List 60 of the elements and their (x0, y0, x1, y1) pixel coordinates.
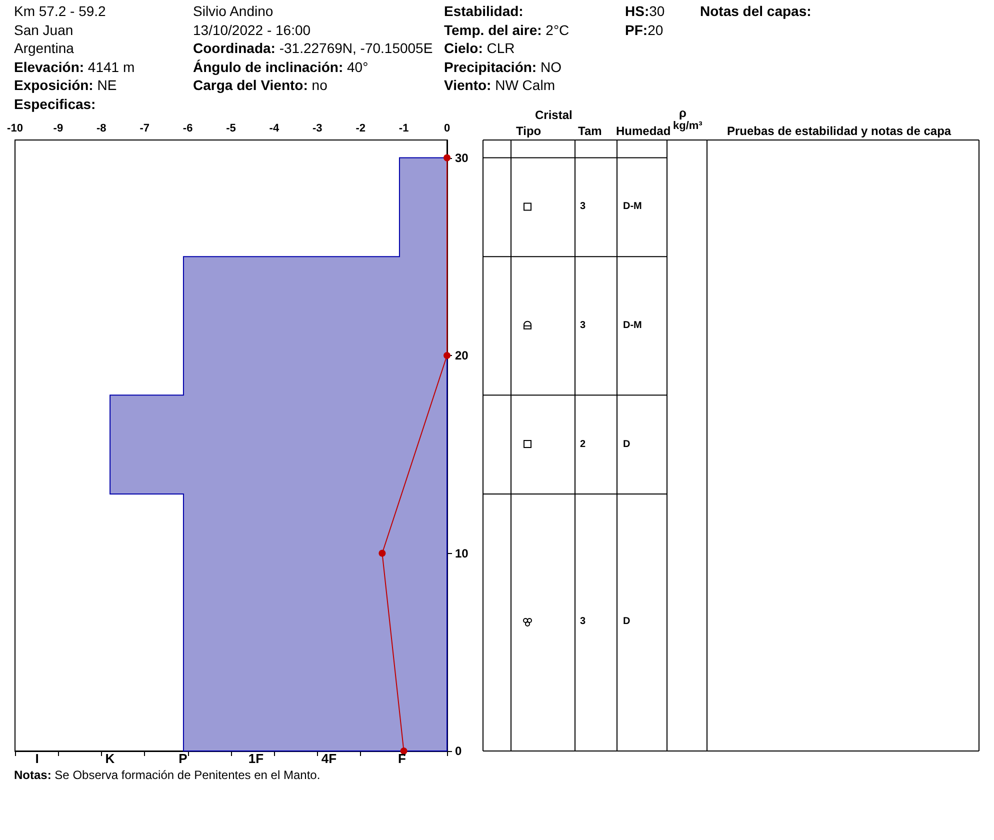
text: Especificas: (14, 96, 96, 112)
text: Estabilidad: (444, 3, 524, 19)
text: Cristal (535, 108, 572, 122)
x-tick-label: -9 (53, 122, 64, 134)
text: D-M (623, 201, 642, 212)
annotation: 4F (320, 751, 338, 766)
text: kg/m³ (673, 120, 702, 132)
text: Exposición: NE (14, 77, 117, 93)
annotation: P (178, 751, 188, 766)
point (444, 154, 450, 162)
text: Ángulo de inclinación: 40° (193, 58, 368, 74)
x-tick-label: -7 (140, 122, 150, 134)
text: D (623, 616, 630, 628)
annotation: K (104, 751, 116, 766)
text: 3 (580, 201, 586, 212)
text: Tipo (516, 124, 542, 138)
x-tick-label: -10 (7, 122, 23, 134)
x-tick-label: -3 (312, 122, 322, 134)
text: Argentina (14, 40, 74, 56)
x-tick-label: 0 (444, 122, 450, 134)
text: Humedad (616, 124, 671, 138)
x-tick-label: -5 (226, 122, 236, 134)
text: Elevación: 4141 m (14, 58, 135, 74)
text: 3 (580, 616, 586, 628)
point (400, 748, 408, 754)
text: 2 (580, 438, 586, 450)
text: 3 (580, 320, 586, 331)
text: Coordinada: -31.22769N, -70.15005E (193, 40, 433, 56)
text: D (623, 438, 630, 450)
text: D-M (623, 320, 642, 331)
text: 13/10/2022 - 16:00 (193, 22, 311, 38)
annotation: 1F (247, 751, 265, 766)
x-tick-label: -1 (398, 122, 409, 134)
text: Cielo: CLR (444, 40, 515, 56)
text: Notas: Se Observa formación de Penitentes en el Manto. (14, 768, 320, 782)
annotation: F (397, 751, 407, 766)
text: HS:30 (625, 3, 665, 19)
x-tick-label: -2 (356, 122, 366, 134)
text: ρ (679, 106, 686, 120)
text: San Juan (14, 22, 74, 38)
annotation: I (34, 751, 40, 766)
text: Tam (578, 124, 602, 138)
text: Notas del capas: (700, 3, 812, 19)
y-tick-label: 0 (455, 744, 462, 758)
text: Precipitación: NO (444, 58, 562, 74)
y-tick-label: 10 (455, 546, 469, 560)
x-tick-label: -6 (182, 122, 193, 134)
x-tick-label: -8 (96, 122, 106, 134)
text: Pruebas de estabilidad y notas de capa (727, 124, 952, 138)
text: Km 57.2 - 59.2 (14, 3, 106, 19)
point (378, 550, 386, 557)
y-tick-label: 30 (455, 150, 469, 165)
y-tick-label: 20 (455, 348, 469, 363)
text: Silvio Andino (193, 3, 274, 19)
text: Temp. del aire: 2°C (444, 22, 570, 38)
x-tick-label: -4 (269, 122, 280, 134)
text: Viento: NW Calm (444, 77, 555, 93)
text: Carga del Viento: no (193, 77, 328, 93)
text: PF:20 (625, 22, 664, 38)
point (444, 352, 450, 360)
